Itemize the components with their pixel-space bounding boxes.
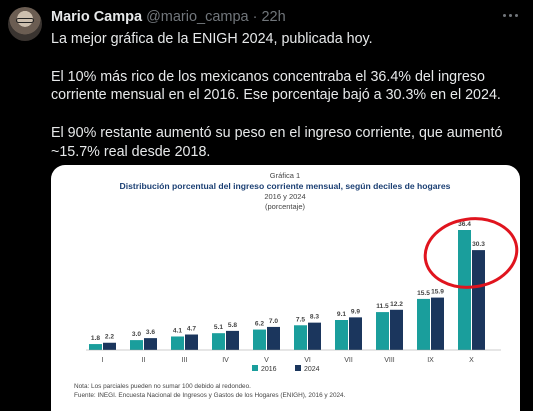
bar-IX-2016 [417, 298, 430, 350]
tweet-header: Mario Campa @mario_campa · 22h [51, 8, 286, 26]
x-tick-label-VIII: VIII [384, 357, 395, 364]
timestamp[interactable]: 22h [261, 9, 286, 25]
chart-unit-note: (porcentaje) [265, 202, 306, 211]
data-label-VIII-2024: 12.2 [390, 301, 403, 308]
bar-VI-2016 [294, 325, 307, 350]
data-label-V-2016: 6.2 [255, 321, 264, 328]
chart-note: Nota: Los parciales pueden no sumar 100 … [74, 383, 251, 390]
x-tick-label-III: III [182, 357, 188, 364]
bar-IV-2024 [226, 330, 239, 350]
data-label-VII-2024: 9.9 [351, 308, 360, 315]
bar-II-2016 [130, 340, 143, 350]
data-label-VI-2016: 7.5 [296, 316, 305, 323]
bar-VI-2024 [308, 322, 321, 350]
bar-V-2024 [267, 326, 280, 350]
tweet-text: La mejor gráfica de la ENIGH 2024, publi… [51, 30, 521, 180]
x-tick-label-VII: VII [344, 357, 353, 364]
bar-I-2016 [89, 344, 102, 350]
legend-swatch-2024 [295, 365, 301, 371]
data-label-III-2024: 4.7 [187, 326, 196, 333]
chart-caption: Gráfica 1 [270, 171, 300, 180]
separator: · [252, 9, 258, 25]
x-tick-label-IV: IV [222, 357, 229, 364]
legend-label-2016: 2016 [261, 366, 277, 373]
data-label-II-2024: 3.6 [146, 329, 155, 336]
x-tick-label-I: I [102, 357, 104, 364]
data-label-II-2016: 3.0 [132, 331, 141, 338]
tweet-media[interactable]: Gráfica 1 Distribución porcentual del in… [51, 165, 520, 411]
data-label-IV-2016: 5.1 [214, 324, 223, 331]
data-label-IX-2016: 15.5 [417, 290, 430, 297]
chart-title: Distribución porcentual del ingreso corr… [120, 181, 451, 191]
legend: 2016 2024 [252, 365, 320, 373]
data-label-VIII-2016: 11.5 [376, 303, 389, 310]
data-label-I-2024: 2.2 [105, 334, 114, 341]
bar-III-2024 [185, 334, 198, 350]
bar-chart: Gráfica 1 Distribución porcentual del in… [74, 171, 519, 399]
data-label-I-2016: 1.8 [91, 335, 100, 342]
author-name[interactable]: Mario Campa [51, 9, 143, 25]
chart-source: Fuente: INEGI. Encuesta Nacional de Ingr… [74, 392, 346, 399]
chart-subtitle: 2016 y 2024 [264, 192, 305, 201]
data-label-VII-2016: 9.1 [337, 311, 346, 318]
bar-II-2024 [144, 338, 157, 350]
x-tick-label-X: X [469, 357, 474, 364]
bar-IV-2016 [212, 333, 225, 350]
bar-I-2024 [103, 342, 116, 350]
tweet-paragraph: La mejor gráfica de la ENIGH 2024, publi… [51, 31, 373, 47]
bar-V-2016 [253, 329, 266, 350]
bar-VII-2024 [349, 317, 362, 350]
tweet-paragraph: El 90% restante aumentó su peso en el in… [51, 124, 503, 160]
author-handle[interactable]: @mario_campa [146, 9, 249, 25]
bar-X-2016 [458, 230, 471, 350]
x-tick-label-II: II [142, 357, 146, 364]
data-label-VI-2024: 8.3 [310, 314, 319, 321]
tweet-paragraph: El 10% más rico de los mexicanos concent… [51, 68, 501, 104]
data-label-IX-2024: 15.9 [431, 289, 444, 296]
bar-VIII-2016 [376, 312, 389, 350]
data-label-III-2016: 4.1 [173, 327, 182, 334]
x-tick-label-IX: IX [427, 357, 434, 364]
data-label-X-2016: 36.4 [458, 221, 471, 228]
bar-VIII-2024 [390, 309, 403, 350]
bar-VII-2016 [335, 320, 348, 350]
more-options-icon[interactable] [503, 10, 519, 20]
bar-X-2024 [472, 250, 485, 350]
bar-III-2016 [171, 336, 184, 350]
x-tick-label-V: V [264, 357, 269, 364]
legend-swatch-2016 [252, 365, 258, 371]
x-tick-label-VI: VI [304, 357, 311, 364]
data-label-IV-2024: 5.8 [228, 322, 237, 329]
red-circle-annotation [423, 217, 519, 289]
avatar[interactable] [8, 7, 42, 41]
legend-label-2024: 2024 [304, 366, 320, 373]
bar-IX-2024 [431, 297, 444, 350]
data-label-X-2024: 30.3 [472, 241, 485, 248]
data-label-V-2024: 7.0 [269, 318, 278, 325]
